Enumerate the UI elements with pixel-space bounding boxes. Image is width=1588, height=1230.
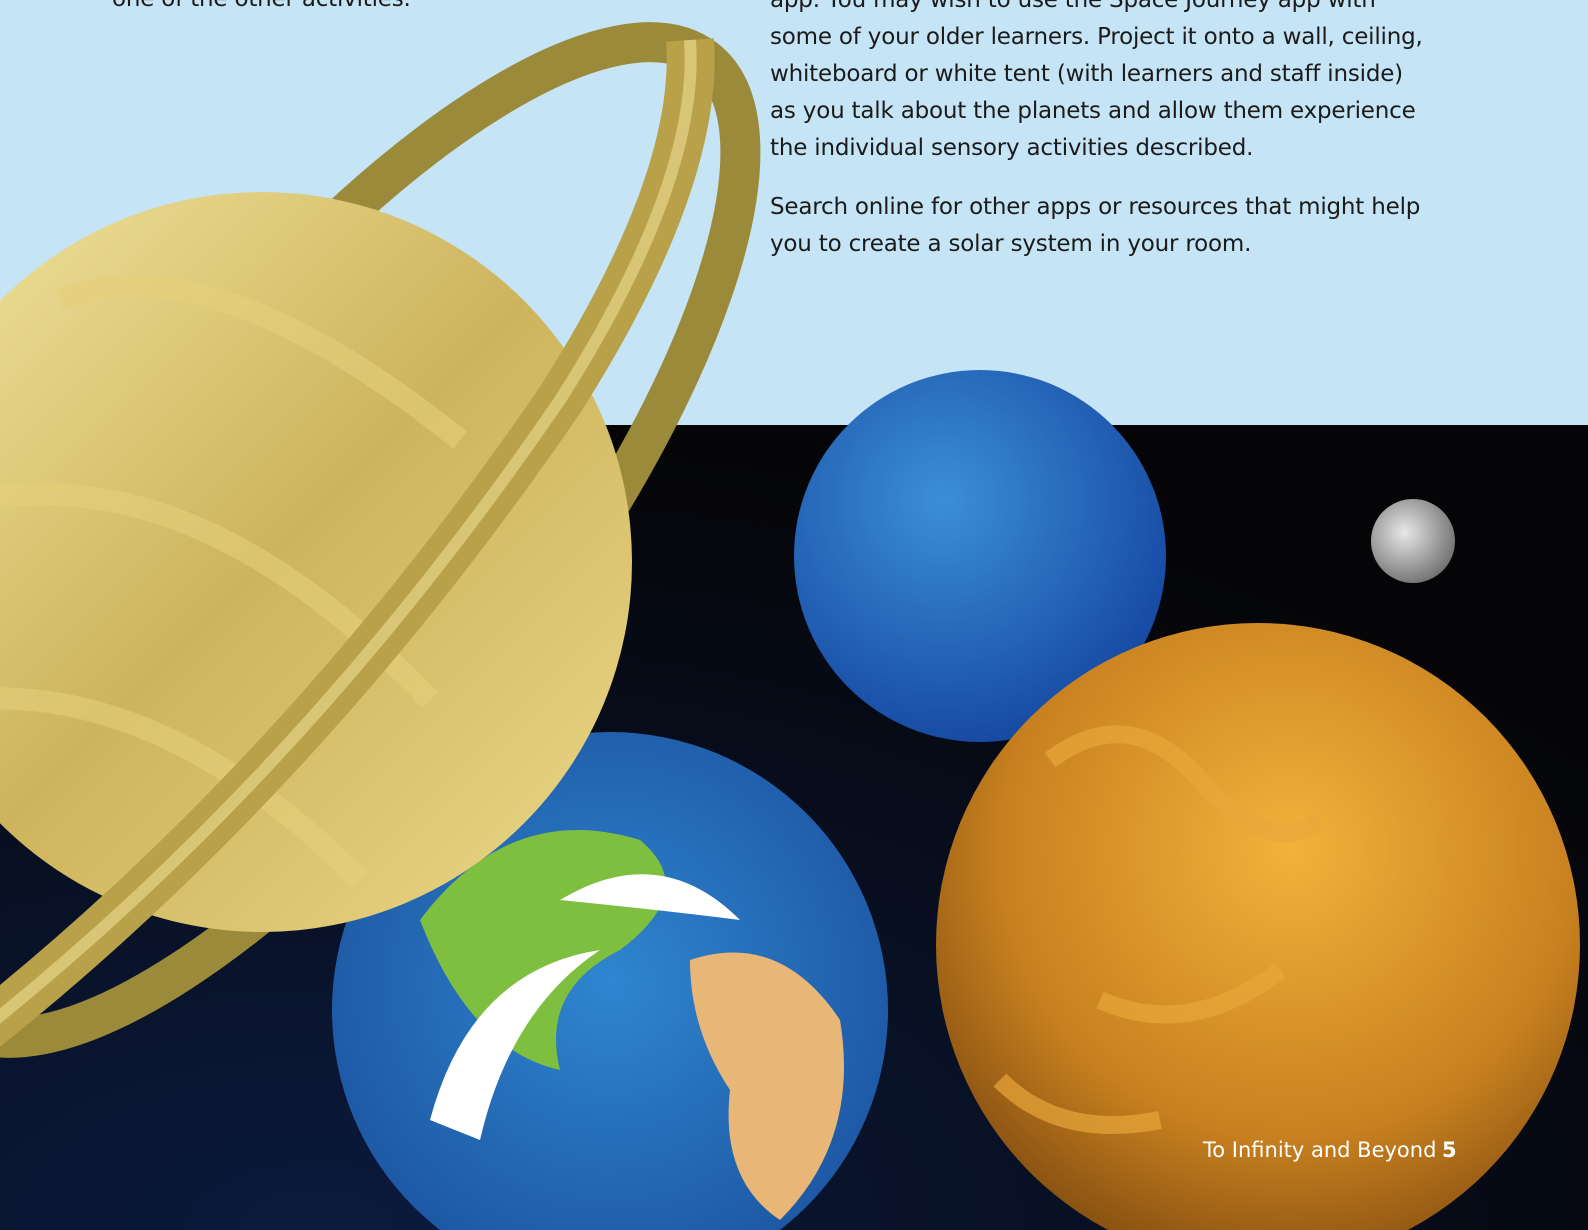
moon <box>1371 499 1455 583</box>
venus <box>936 623 1580 1230</box>
venus-detail <box>993 725 1326 1134</box>
earth-clouds <box>430 874 740 1140</box>
text-line: as you talk about the planets and allow … <box>770 98 1416 124</box>
earth-land <box>690 952 844 1220</box>
intro-fragment: one of the other activities. <box>112 0 411 12</box>
text-line: some of your older learners. Project it … <box>770 24 1423 50</box>
neptune <box>794 370 1166 742</box>
text-line: whiteboard or white tent (with learners … <box>770 61 1403 87</box>
saturn-ring-highlight <box>0 39 697 1024</box>
saturn <box>0 192 632 932</box>
page-number: 5 <box>1442 1138 1457 1162</box>
text-line: you to create a solar system in your roo… <box>770 231 1252 257</box>
text-line: Search online for other apps or resource… <box>770 194 1421 220</box>
text-line: the individual sensory activities descri… <box>770 135 1254 161</box>
text-line: app. You may wish to use the Space Journ… <box>770 0 1376 13</box>
footer-title: To Infinity and Beyond <box>1203 1138 1437 1162</box>
